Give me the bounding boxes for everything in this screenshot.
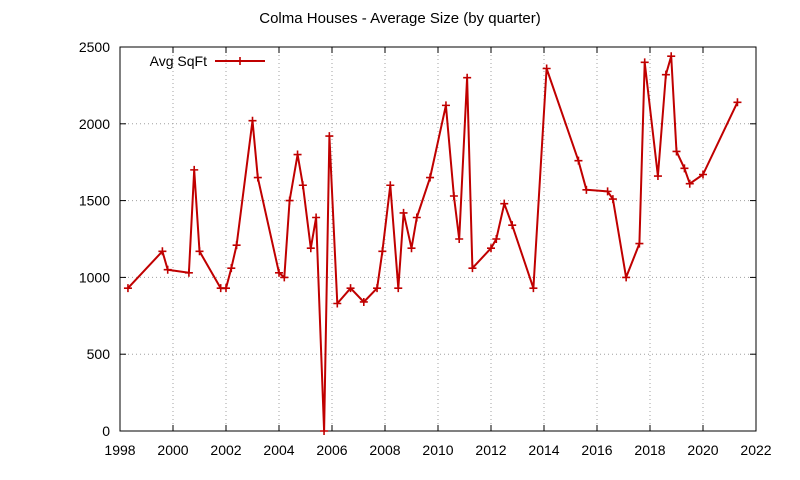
data-point (320, 427, 329, 435)
data-point (733, 98, 742, 107)
data-point (298, 181, 307, 190)
data-point (635, 239, 644, 248)
data-point (455, 235, 464, 243)
data-point (195, 247, 204, 256)
y-tick-label: 1500 (79, 193, 110, 209)
data-point (253, 173, 262, 182)
data-point (346, 284, 355, 293)
x-tick-label: 2002 (210, 442, 241, 458)
data-point (373, 284, 382, 293)
data-point (378, 247, 387, 256)
data-point (487, 244, 495, 253)
data-point (661, 70, 670, 79)
data-point (441, 101, 450, 110)
data-point (492, 235, 501, 243)
x-tick-label: 2006 (316, 442, 347, 458)
data-point (227, 264, 236, 273)
data-point (574, 156, 583, 165)
legend: Avg SqFt (150, 53, 265, 69)
data-point (463, 73, 472, 82)
data-point (248, 116, 257, 125)
x-tick-label: 2018 (634, 442, 665, 458)
y-tick-label: 1000 (79, 269, 110, 285)
y-tick-label: 2500 (79, 39, 110, 55)
data-point (407, 244, 416, 253)
data-point (582, 185, 591, 194)
series-line (127, 55, 739, 432)
grid (120, 47, 756, 431)
data-point (285, 196, 294, 205)
data-point (699, 170, 707, 179)
data-point (622, 273, 631, 282)
x-tick-label: 2010 (422, 442, 453, 458)
data-point (158, 247, 167, 256)
data-point (468, 264, 477, 273)
x-tick-label: 2008 (369, 442, 400, 458)
data-point (603, 187, 612, 196)
data-point (672, 147, 681, 156)
data-point (123, 284, 132, 293)
data-point (508, 221, 517, 230)
data-point (685, 179, 694, 188)
data-point (399, 208, 408, 217)
data-point (426, 173, 435, 182)
data-point (359, 297, 368, 306)
data-point (667, 52, 676, 61)
x-tick-label: 2014 (528, 442, 559, 458)
data-point (306, 244, 315, 253)
x-tick-label: 2004 (263, 442, 294, 458)
x-tick-label: 2000 (157, 442, 188, 458)
data-point (529, 284, 538, 293)
series-layer (123, 52, 742, 435)
data-point (163, 265, 172, 274)
data-point (275, 268, 283, 277)
data-point (653, 172, 662, 181)
data-point (312, 213, 321, 222)
data-point (232, 241, 241, 250)
data-point (680, 164, 689, 173)
y-tick-label: 500 (87, 346, 111, 362)
chart-title: Colma Houses - Average Size (by quarter) (259, 10, 541, 27)
data-point (190, 165, 199, 174)
data-point (500, 199, 509, 208)
data-point (293, 150, 302, 159)
x-tick-label: 2012 (475, 442, 506, 458)
x-tick-label: 2016 (581, 442, 612, 458)
data-point (280, 273, 289, 282)
data-point (640, 58, 649, 67)
data-point (608, 195, 617, 204)
data-point (394, 284, 403, 293)
data-point (449, 191, 458, 200)
y-tick-label: 2000 (79, 116, 110, 132)
data-point (386, 181, 395, 190)
legend-label: Avg SqFt (150, 53, 207, 69)
legend-marker (236, 57, 244, 65)
data-point (184, 268, 193, 277)
y-tick-label: 0 (102, 423, 110, 439)
data-point (222, 284, 230, 293)
axes: 1998 2000 2002 2004 2006 2008 2010 2012 2014 2016… (79, 39, 772, 458)
data-point (542, 64, 551, 73)
plot-frame (119, 46, 757, 432)
data-point (325, 132, 334, 141)
x-tick-label: 2022 (740, 442, 771, 458)
x-tick-label: 1998 (104, 442, 135, 458)
data-point (333, 299, 342, 308)
x-tick-label: 2020 (687, 442, 718, 458)
data-point (412, 213, 421, 222)
